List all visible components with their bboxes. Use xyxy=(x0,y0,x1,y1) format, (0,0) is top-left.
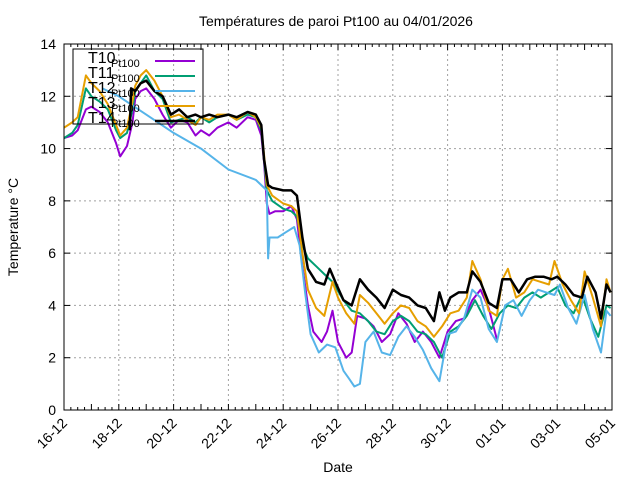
series-line-t12 xyxy=(101,87,612,388)
series-line-t11 xyxy=(63,74,612,359)
y-tick-label: 6 xyxy=(48,245,56,261)
x-tick-label: 20-12 xyxy=(143,415,180,452)
legend-label: T11 xyxy=(88,65,114,82)
x-tick-label: 28-12 xyxy=(362,415,399,452)
x-tick-label: 22-12 xyxy=(198,415,235,452)
series-line-t10 xyxy=(63,87,498,359)
y-axis-ticks: 0 2 4 6 8 10 12 14 xyxy=(40,36,612,418)
x-tick-label: 16-12 xyxy=(33,415,70,452)
y-tick-label: 12 xyxy=(40,88,56,104)
legend-sublabel: Pt100 xyxy=(111,58,140,70)
x-tick-label: 03-01 xyxy=(527,415,564,452)
y-tick-label: 2 xyxy=(48,350,56,366)
x-axis-label: Date xyxy=(323,459,353,475)
legend-label: T14 xyxy=(88,110,116,127)
x-tick-label: 26-12 xyxy=(307,415,344,452)
series-group xyxy=(63,69,612,388)
x-tick-label: 01-01 xyxy=(472,415,509,452)
x-tick-label: 24-12 xyxy=(253,415,290,452)
legend-sublabel: Pt100 xyxy=(111,88,140,100)
x-tick-label: 05-01 xyxy=(581,415,618,452)
grid xyxy=(64,44,612,410)
legend-box xyxy=(72,48,204,125)
series-line-t14 xyxy=(128,79,612,323)
legend-sublabel: Pt100 xyxy=(111,118,140,130)
legend-label: T13 xyxy=(88,95,116,112)
series-line-t13 xyxy=(63,69,612,338)
y-tick-label: 0 xyxy=(48,402,56,418)
y-tick-label: 14 xyxy=(40,36,56,52)
y-tick-label: 10 xyxy=(40,141,56,157)
legend-sublabel: Pt100 xyxy=(111,73,140,85)
legend-sublabel: Pt100 xyxy=(111,103,140,115)
y-tick-label: 4 xyxy=(48,297,56,313)
legend-label: T10 xyxy=(88,50,116,67)
legend-label: T12 xyxy=(88,80,116,97)
chart-title: Températures de paroi Pt100 au 04/01/202… xyxy=(199,13,473,29)
x-tick-label: 18-12 xyxy=(88,415,125,452)
y-tick-label: 8 xyxy=(48,193,56,209)
y-axis-label: Temperature °C xyxy=(5,178,21,276)
x-tick-label: 30-12 xyxy=(417,415,454,452)
